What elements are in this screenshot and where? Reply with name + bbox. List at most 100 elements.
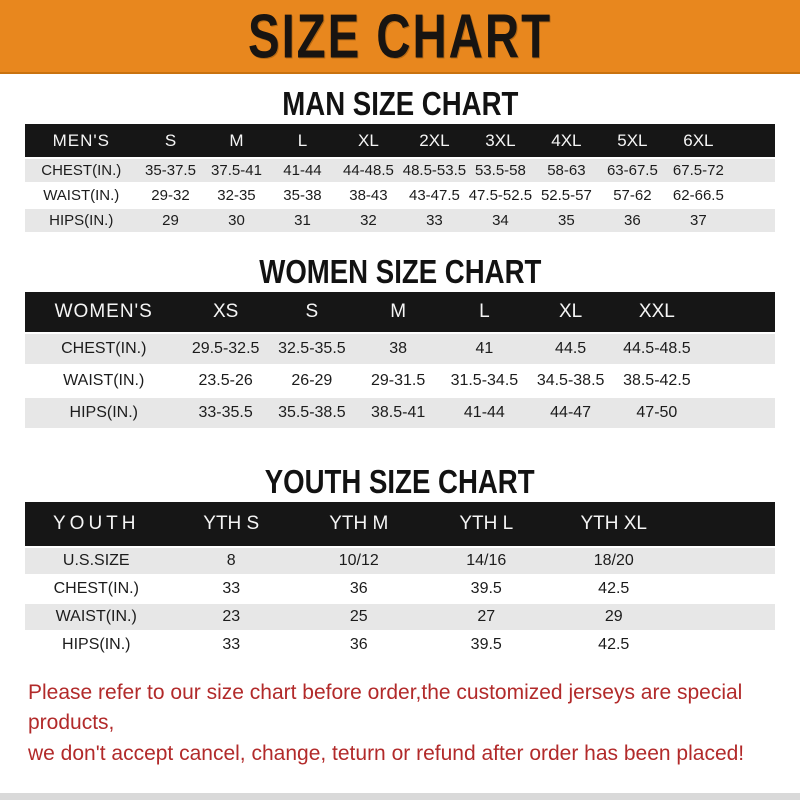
table-group-label: MEN'S [25,124,138,157]
man-size-chart-heading: MAN SIZE CHART [281,85,519,123]
spacer-cell [731,209,775,232]
row-label: CHEST(IN.) [25,334,183,364]
row-label: HIPS(IN.) [25,632,168,658]
size-cell: 35 [533,209,600,232]
size-cell: 39.5 [422,576,550,602]
size-cell: 44.5 [527,334,614,364]
size-cell: 36 [295,632,423,658]
size-cell: 39.5 [422,632,550,658]
man-section-heading-wrap: MAN SIZE CHART [0,85,800,123]
table-row: HIPS(IN.) 29 30 31 32 33 34 35 36 37 [25,209,775,232]
table-header-row: WOMEN'S XS S M L XL XXL [25,292,775,332]
size-column-header: XS [182,292,269,332]
size-column-header: 4XL [533,124,600,157]
spacer-cell [731,124,775,157]
size-cell: 33 [167,576,295,602]
size-cell: 27 [422,604,550,630]
size-column-header: XL [527,292,614,332]
spacer-cell [700,292,775,332]
table-row: U.S.SIZE 8 10/12 14/16 18/20 [25,548,775,574]
size-column-header: 5XL [599,124,666,157]
size-column-header: L [269,124,336,157]
size-cell: 35-37.5 [137,159,204,182]
size-cell: 32-35 [203,184,270,207]
size-cell: 42.5 [550,576,678,602]
size-cell: 44-48.5 [335,159,402,182]
spacer-cell [677,632,775,658]
size-cell: 32.5-35.5 [268,334,355,364]
size-cell: 8 [167,548,295,574]
size-cell: 38.5-41 [355,398,442,428]
spacer-cell [731,159,775,182]
size-cell: 37 [665,209,732,232]
size-cell: 37.5-41 [203,159,270,182]
womens-size-table: WOMEN'S XS S M L XL XXL CHEST(IN.) 29.5-32.5 32.5… [25,290,775,430]
size-column-header: XL [335,124,402,157]
size-column-header: L [441,292,528,332]
size-column-header: YTH XL [550,502,678,546]
size-cell: 25 [295,604,423,630]
size-cell: 33-35.5 [182,398,269,428]
order-policy-note: Please refer to our size chart before or… [0,678,800,769]
women-section-heading-wrap: WOMEN SIZE CHART [0,253,800,291]
table-row: WAIST(IN.) 23 25 27 29 [25,604,775,630]
size-cell: 10/12 [295,548,423,574]
size-cell: 42.5 [550,632,678,658]
table-group-label: WOMEN'S [25,292,183,332]
size-cell: 67.5-72 [665,159,732,182]
table-header-row: MEN'S S M L XL 2XL 3XL 4XL 5XL 6XL [25,124,775,157]
row-label: WAIST(IN.) [25,366,183,396]
table-row: HIPS(IN.) 33-35.5 35.5-38.5 38.5-41 41-44 44-… [25,398,775,428]
size-cell: 36 [295,576,423,602]
table-row: HIPS(IN.) 33 36 39.5 42.5 [25,632,775,658]
size-cell: 35.5-38.5 [268,398,355,428]
table-row: CHEST(IN.) 29.5-32.5 32.5-35.5 38 41 44.5 44.5… [25,334,775,364]
size-cell: 48.5-53.5 [401,159,468,182]
size-cell: 57-62 [599,184,666,207]
size-cell: 38.5-42.5 [613,366,700,396]
size-cell: 44.5-48.5 [613,334,700,364]
table-group-label: YOUTH [25,502,168,546]
spacer-cell [700,334,775,364]
size-column-header: M [203,124,270,157]
size-cell: 33 [167,632,295,658]
size-cell: 33 [401,209,468,232]
table-row: WAIST(IN.) 23.5-26 26-29 29-31.5 31.5-34.5 34… [25,366,775,396]
size-column-header: 3XL [467,124,534,157]
size-column-header: XXL [613,292,700,332]
spacer-cell [677,576,775,602]
size-column-header: YTH S [167,502,295,546]
table-row: CHEST(IN.) 33 36 39.5 42.5 [25,576,775,602]
spacer-cell [677,548,775,574]
youth-section-heading-wrap: YOUTH SIZE CHART [0,463,800,501]
size-cell: 31.5-34.5 [441,366,528,396]
spacer-cell [677,604,775,630]
bottom-strip [0,793,800,800]
spacer-cell [700,398,775,428]
size-cell: 32 [335,209,402,232]
size-cell: 58-63 [533,159,600,182]
row-label: WAIST(IN.) [25,184,138,207]
size-cell: 41-44 [441,398,528,428]
size-cell: 41-44 [269,159,336,182]
size-cell: 29.5-32.5 [182,334,269,364]
size-cell: 23.5-26 [182,366,269,396]
order-policy-line-1: Please refer to our size chart before or… [28,681,743,735]
size-cell: 38 [355,334,442,364]
banner-title: SIZE CHART [248,1,552,71]
size-cell: 31 [269,209,336,232]
size-cell: 62-66.5 [665,184,732,207]
size-cell: 29 [550,604,678,630]
size-cell: 36 [599,209,666,232]
youth-size-table: YOUTH YTH S YTH M YTH L YTH XL U.S.SIZE 8 10/12… [25,500,775,660]
size-cell: 14/16 [422,548,550,574]
size-cell: 29-32 [137,184,204,207]
size-column-header: S [268,292,355,332]
size-cell: 29 [137,209,204,232]
row-label: CHEST(IN.) [25,159,138,182]
size-column-header: YTH M [295,502,423,546]
size-column-header: S [137,124,204,157]
youth-size-chart-heading: YOUTH SIZE CHART [265,463,535,501]
row-label: HIPS(IN.) [25,398,183,428]
women-size-chart-heading: WOMEN SIZE CHART [258,253,542,291]
